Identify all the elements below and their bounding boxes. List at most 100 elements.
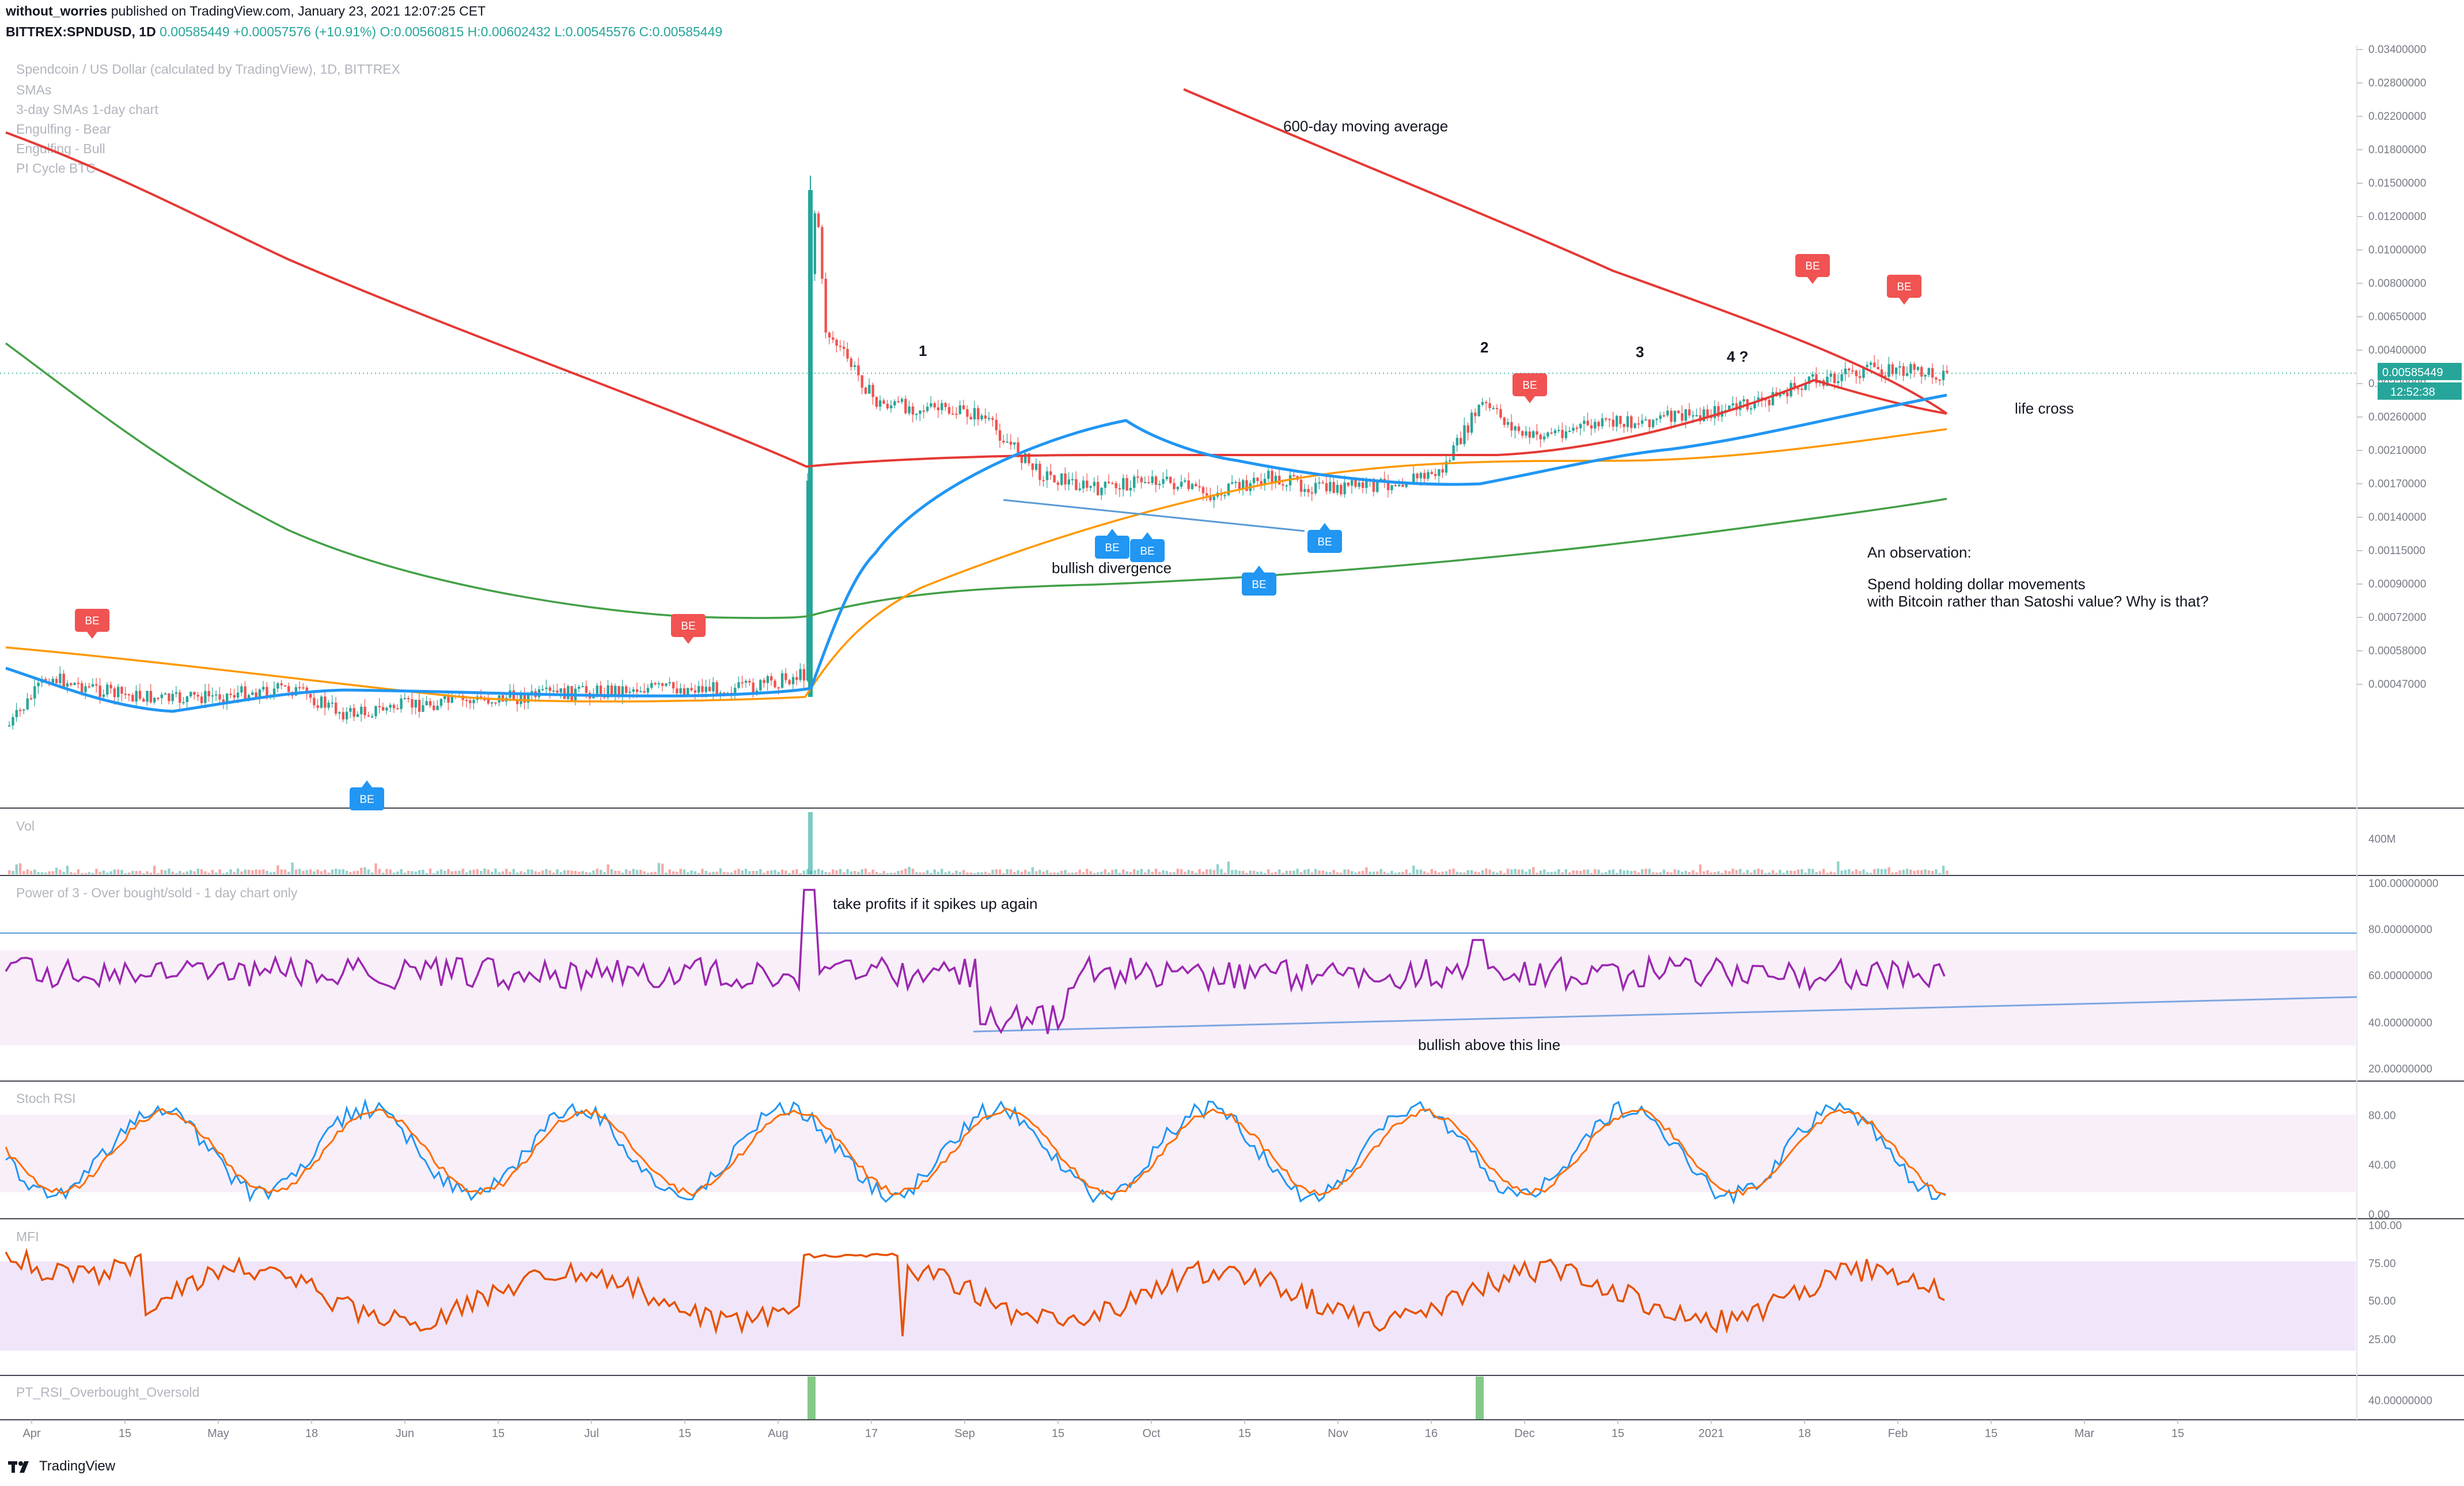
publisher-name[interactable]: without_worries (6, 3, 108, 18)
candle-body (763, 680, 765, 683)
volume-bar (338, 869, 341, 874)
candle-body (294, 687, 298, 696)
candle-body (704, 687, 707, 692)
bull-signal-marker[interactable] (1130, 539, 1165, 562)
candle-body (1231, 482, 1234, 484)
volume-bar (1815, 872, 1818, 874)
volume-bar (813, 870, 816, 874)
candle-body (98, 685, 101, 697)
candle-body (922, 410, 925, 412)
volume-bar (548, 870, 552, 874)
time-axis[interactable]: Apr 15 May 18 Jun 15 Jul 15 Aug 17 Sep 15 Oct 15 Nov 16… (22, 1420, 2184, 1440)
bull-signal-marker[interactable] (1242, 573, 1276, 596)
countdown-tag-text: 12:52:38 (2390, 386, 2435, 399)
volume-bar (345, 870, 348, 874)
chart-canvas[interactable]: 0.03400000 0.02800000 0.02200000 0.01800000… (0, 45, 2464, 1456)
volume-bar (1125, 871, 1128, 874)
bear-signal-marker[interactable] (1795, 254, 1830, 277)
volume-bar (367, 869, 370, 874)
bull-signal-marker[interactable] (1095, 536, 1129, 559)
legend-item[interactable]: Engulfing - Bear (16, 122, 111, 137)
candle-body (708, 687, 711, 692)
volume-bar (1067, 873, 1070, 874)
candle-body (1673, 411, 1677, 422)
volume-bar (744, 869, 748, 874)
volume-bar (1165, 871, 1169, 874)
candle-body (1920, 367, 1923, 377)
pane-axis-label: 80.00000000 (2368, 924, 2432, 936)
candle-body (581, 686, 584, 688)
bear-signal-marker[interactable] (1512, 373, 1547, 396)
candle-body (1880, 369, 1883, 376)
bull-signal-marker[interactable] (1307, 530, 1342, 553)
legend-item[interactable]: SMAs (16, 82, 51, 97)
candle-body (95, 684, 98, 686)
candle-body (400, 698, 403, 709)
volume-bar (1822, 869, 1825, 874)
volume-bar (766, 870, 769, 874)
publish-info: without_worries published on TradingView… (6, 3, 486, 19)
candle-body (690, 688, 693, 691)
pt-axis-label: 40.00000000 (2368, 1395, 2432, 1407)
signal-markers[interactable]: BE BE BE BE BE BE BE BE BE BE (75, 254, 1921, 810)
volume-bar (1833, 872, 1836, 874)
legend-title[interactable]: Spendcoin / US Dollar (calculated by Tra… (16, 62, 400, 77)
volume-bar (1369, 871, 1371, 874)
volume-bar (1746, 870, 1749, 874)
candle-body (1049, 471, 1052, 475)
bear-signal-marker[interactable] (1887, 275, 1921, 298)
volume-bar (857, 871, 860, 874)
volume-bar (73, 873, 76, 874)
volume-bar (374, 863, 377, 874)
candle-body (1162, 479, 1165, 484)
candle-body (106, 684, 109, 695)
volume-bar (1118, 873, 1121, 874)
volume-bar (433, 873, 435, 874)
volume-bar (1176, 869, 1179, 874)
volume-bar (1753, 870, 1756, 874)
candle-body (236, 692, 240, 698)
volume-bar (215, 872, 218, 874)
candle-body (1703, 409, 1705, 422)
volume-bar (1561, 872, 1564, 874)
candle-body (1056, 482, 1060, 485)
candle-body (1909, 364, 1912, 373)
candle-body (599, 685, 602, 695)
price-label: 0.00090000 (2368, 578, 2426, 590)
volume-bar (1699, 864, 1702, 874)
volume-bar (349, 872, 352, 874)
candle-body (1136, 476, 1139, 478)
bear-signal-marker[interactable] (75, 609, 109, 632)
bear-signal-marker[interactable] (671, 614, 706, 637)
volume-bar (774, 870, 776, 874)
candle-body (1641, 420, 1644, 424)
price-label: 0.00047000 (2368, 678, 2426, 691)
candle-body (646, 688, 650, 693)
pane-axis-label: 50.00 (2368, 1295, 2396, 1307)
price-label: 0.00650000 (2368, 311, 2426, 323)
bull-signal-marker[interactable] (350, 787, 384, 810)
volume-bar (1260, 871, 1263, 874)
candle-body (352, 708, 355, 717)
tradingview-logo-icon[interactable] (8, 1459, 33, 1474)
volume-bar (164, 870, 167, 874)
candle-body (240, 686, 243, 693)
volume-bar (839, 869, 842, 874)
candle-body (973, 408, 976, 420)
candle-body (1742, 399, 1745, 402)
candle-body (966, 409, 969, 417)
candle-body (523, 692, 526, 703)
legend-item[interactable]: 3-day SMAs 1-day chart (16, 102, 158, 117)
volume-bar (955, 870, 958, 874)
candle-body (407, 698, 410, 700)
volume-bar (730, 872, 733, 874)
candle-body (1125, 478, 1128, 491)
candle-body (1793, 382, 1796, 389)
candlestick-series[interactable] (8, 176, 1949, 730)
candle-body (1394, 485, 1397, 487)
candle-body (1492, 408, 1495, 410)
volume-bar (403, 873, 407, 874)
candle-body (614, 686, 617, 695)
volume-bar (1009, 869, 1013, 874)
volume-bar (1684, 871, 1687, 874)
